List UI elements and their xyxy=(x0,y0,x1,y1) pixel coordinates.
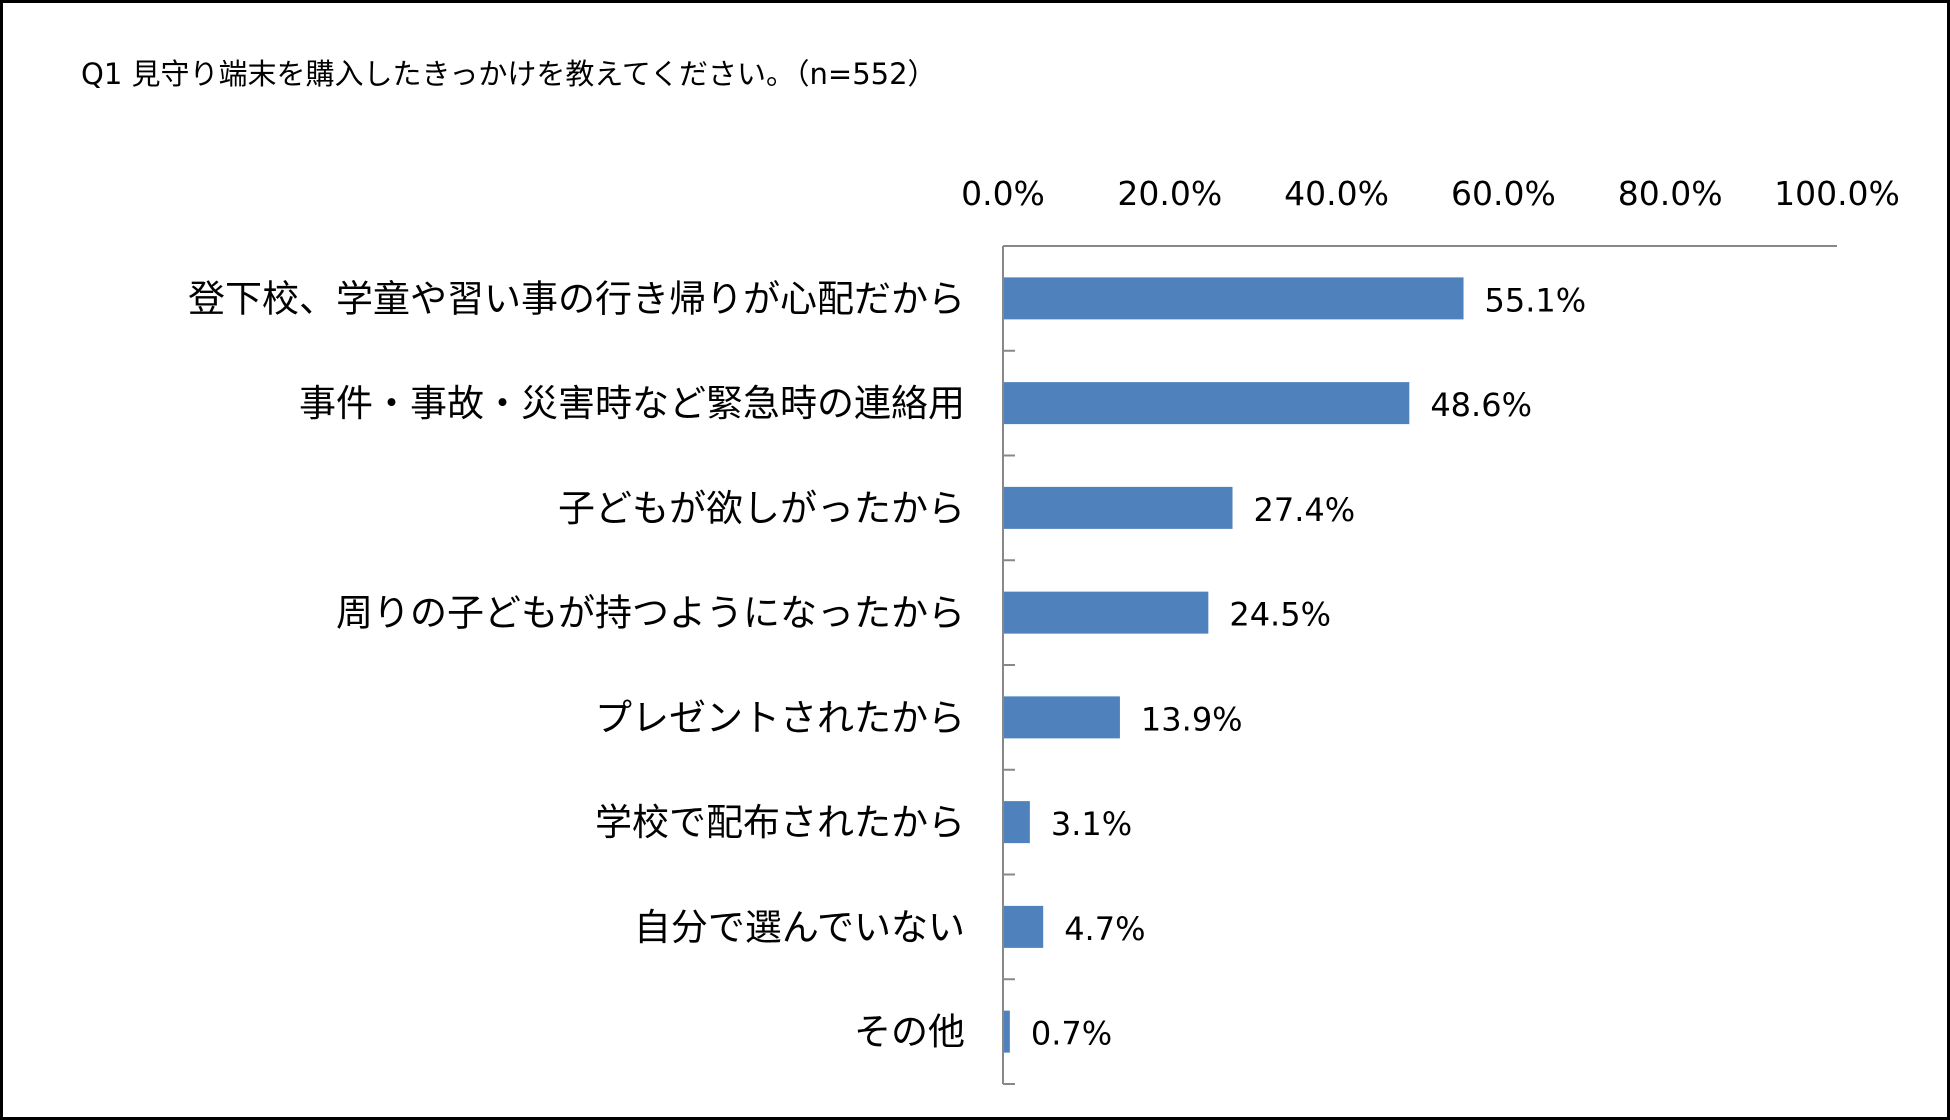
x-tick-label: 0.0% xyxy=(961,174,1045,213)
data-label: 27.4% xyxy=(1254,491,1356,529)
x-tick-label: 20.0% xyxy=(1117,174,1222,213)
bar xyxy=(1004,486,1233,529)
category-label: 学校で配布されたから xyxy=(595,801,965,844)
x-tick-label: 40.0% xyxy=(1284,174,1389,213)
x-tick-label: 60.0% xyxy=(1451,174,1556,213)
category-label: 周りの子どもが持つようになったから xyxy=(336,592,965,635)
category-label: その他 xyxy=(854,1011,965,1054)
category-label: 登下校、学童や習い事の行き帰りが心配だから xyxy=(188,277,965,320)
bar xyxy=(1004,382,1410,425)
data-label: 13.9% xyxy=(1141,700,1243,738)
bar-chart: 0.0% 20.0% 40.0% 60.0% 80.0% 100.0% 登下校、学童や習い事… xyxy=(188,174,1900,1085)
bar xyxy=(1004,591,1209,634)
bar xyxy=(1004,696,1120,739)
bar xyxy=(1004,1010,1010,1053)
category-label: 自分で選んでいない xyxy=(634,906,965,949)
bar xyxy=(1004,277,1464,320)
bar xyxy=(1004,905,1044,948)
data-label: 0.7% xyxy=(1031,1015,1112,1053)
data-label: 24.5% xyxy=(1229,596,1331,634)
category-label: 事件・事故・災害時など緊急時の連絡用 xyxy=(299,382,965,425)
x-tick-label: 100.0% xyxy=(1774,174,1900,213)
data-label: 48.6% xyxy=(1430,386,1532,424)
data-label: 55.1% xyxy=(1485,281,1587,319)
chart-title: Q1 見守り端末を購入したきっかけを教えてください。（n=552） xyxy=(81,57,937,91)
category-label: 子どもが欲しがったから xyxy=(558,487,965,530)
bar xyxy=(1004,801,1030,844)
x-tick-label: 80.0% xyxy=(1618,174,1723,213)
data-label: 4.7% xyxy=(1064,910,1145,948)
data-label: 3.1% xyxy=(1051,805,1132,843)
category-label: プレゼントされたから xyxy=(595,696,965,739)
